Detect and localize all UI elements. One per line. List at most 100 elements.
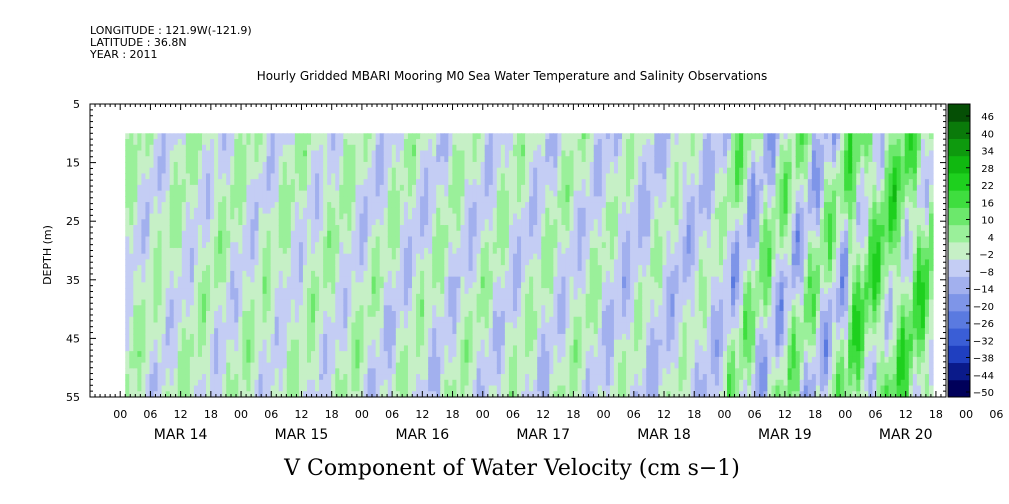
heatmap-cell [238, 265, 243, 272]
heatmap-cell [270, 139, 276, 146]
heatmap-cell [428, 282, 433, 289]
heatmap-cell [407, 339, 413, 346]
heatmap-cell [274, 356, 280, 364]
heatmap-cell [201, 345, 207, 352]
heatmap-cell [222, 316, 227, 324]
heatmap-cell [488, 230, 494, 238]
heatmap-cell [343, 190, 348, 197]
heatmap-cell [157, 328, 163, 335]
heatmap-cell [351, 259, 357, 266]
heatmap-cell [145, 276, 151, 283]
heatmap-cell [355, 374, 361, 381]
heatmap-cell [181, 316, 187, 324]
heatmap-cell [549, 207, 554, 215]
heatmap-cell [133, 333, 138, 341]
heatmap-cell [395, 345, 401, 352]
heatmap-cell [504, 328, 510, 335]
heatmap-cell [141, 328, 147, 335]
heatmap-cell [517, 242, 522, 249]
heatmap-cell [448, 356, 453, 364]
heatmap-cell [517, 282, 522, 289]
heatmap-cell [484, 328, 490, 335]
heatmap-cell [428, 322, 433, 329]
heatmap-cell [323, 259, 328, 266]
heatmap-cell [432, 173, 437, 180]
heatmap-cell [311, 288, 316, 295]
heatmap-cell [472, 207, 478, 215]
heatmap-cell [262, 144, 268, 152]
heatmap-cell [161, 293, 167, 301]
heatmap-cell [133, 139, 138, 146]
heatmap-cell [476, 230, 482, 238]
heatmap-cell [399, 150, 405, 157]
heatmap-cell [367, 247, 373, 255]
heatmap-cell [484, 356, 490, 364]
heatmap-cell [125, 213, 130, 220]
heatmap-cell [145, 368, 151, 375]
heatmap-cell [488, 282, 494, 289]
heatmap-cell [214, 265, 219, 272]
heatmap-cell [177, 288, 183, 295]
heatmap-cell [407, 150, 413, 157]
heatmap-cell [339, 328, 344, 335]
heatmap-cell [529, 265, 534, 272]
heatmap-cell [553, 305, 558, 312]
heatmap-cell [226, 156, 231, 163]
heatmap-cell [129, 374, 134, 381]
heatmap-cell [508, 184, 514, 192]
heatmap-cell [476, 236, 482, 243]
heatmap-cell [371, 150, 377, 157]
heatmap-cell [238, 247, 243, 255]
heatmap-cell [500, 213, 506, 220]
heatmap-cell [488, 161, 494, 169]
heatmap-cell [278, 333, 284, 341]
heatmap-cell [444, 293, 449, 301]
heatmap-cell [484, 144, 490, 152]
heatmap-cell [206, 173, 211, 180]
heatmap-cell [525, 293, 530, 301]
heatmap-cell [460, 236, 466, 243]
heatmap-cell [420, 374, 425, 381]
heatmap-cell [448, 213, 453, 220]
heatmap-cell [282, 282, 288, 289]
heatmap-cell [250, 196, 256, 203]
heatmap-cell [141, 351, 147, 358]
heatmap-cell [387, 213, 393, 220]
heatmap-cell [262, 276, 268, 283]
heatmap-cell [218, 259, 223, 266]
heatmap-cell [476, 253, 482, 261]
heatmap-cell [129, 230, 134, 238]
heatmap-cell [456, 316, 462, 324]
heatmap-cell [157, 219, 163, 226]
heatmap-cell [222, 305, 227, 312]
heatmap-cell [129, 333, 134, 341]
heatmap-cell [197, 368, 203, 375]
heatmap-cell [375, 276, 381, 283]
heatmap-cell [302, 339, 308, 346]
heatmap-cell [488, 351, 494, 358]
heatmap-cell [222, 219, 227, 226]
heatmap-cell [181, 322, 187, 329]
heatmap-cell [512, 293, 518, 301]
heatmap-cell [444, 219, 449, 226]
heatmap-cell [420, 276, 425, 283]
heatmap-cell [197, 316, 203, 324]
heatmap-cell [512, 385, 518, 392]
heatmap-cell [238, 259, 243, 266]
heatmap-cell [197, 259, 203, 266]
heatmap-cell [355, 385, 361, 392]
heatmap-cell [533, 190, 538, 197]
heatmap-cell [512, 328, 518, 335]
heatmap-cell [492, 213, 498, 220]
heatmap-cell [529, 391, 534, 398]
heatmap-cell [359, 236, 365, 243]
heatmap-cell [460, 133, 466, 140]
heatmap-cell [468, 333, 474, 341]
heatmap-cell [193, 225, 199, 232]
heatmap-cell [319, 265, 324, 272]
heatmap-cell [399, 173, 405, 180]
heatmap-cell [553, 156, 558, 163]
heatmap-cell [492, 270, 498, 278]
heatmap-cell [238, 236, 243, 243]
heatmap-cell [355, 345, 361, 352]
